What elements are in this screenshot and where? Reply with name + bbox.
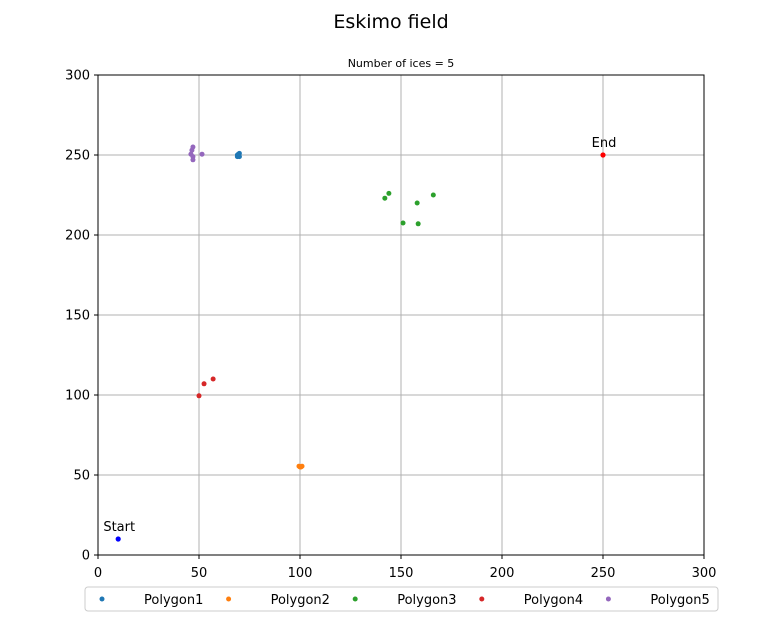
y-tick-label: 0 <box>82 549 90 564</box>
point-polygon4 <box>210 376 216 382</box>
y-tick-label: 150 <box>65 309 90 324</box>
point-polygon3 <box>415 221 421 227</box>
y-tick-label: 250 <box>65 149 90 164</box>
point-polygon5 <box>199 151 205 157</box>
x-tick-label: 50 <box>191 566 208 581</box>
point-polygon4 <box>196 393 202 399</box>
legend-label-polygon1: Polygon1 <box>144 593 203 608</box>
x-tick-label: 300 <box>692 566 717 581</box>
point-polygon3 <box>414 200 420 206</box>
point-polygon3 <box>382 195 388 201</box>
point-polygon3 <box>386 190 392 196</box>
legend-label-polygon5: Polygon5 <box>650 593 709 608</box>
y-tick-label: 100 <box>65 389 90 404</box>
point-polygon5 <box>190 157 196 163</box>
legend: Polygon1 Polygon2 Polygon3 Polygon4 Polygon5 <box>84 586 719 612</box>
point-polygon2 <box>297 464 303 470</box>
point-polygon1 <box>235 151 241 157</box>
legend-marker-polygon4 <box>479 596 485 602</box>
start-label: Start <box>103 520 135 535</box>
plot-frame <box>97 74 705 556</box>
start-marker <box>115 536 121 542</box>
y-tick-label: 200 <box>65 229 90 244</box>
legend-marker-polygon5 <box>605 596 611 602</box>
legend-marker-polygon1 <box>99 596 105 602</box>
point-layer <box>188 144 436 470</box>
y-tick-label: 300 <box>65 69 90 84</box>
chart-title: Eskimo field <box>333 11 448 33</box>
x-tick-label: 200 <box>490 566 515 581</box>
x-tick-label: 100 <box>288 566 313 581</box>
point-polygon3 <box>430 192 436 198</box>
x-tick-label: 250 <box>591 566 616 581</box>
legend-label-polygon3: Polygon3 <box>397 593 456 608</box>
x-tick-label: 0 <box>94 566 102 581</box>
legend-marker-polygon3 <box>352 596 358 602</box>
annotation-layer: Start End <box>103 136 616 542</box>
tick-layer: 0 50 100 150 200 250 300 0 50 100 150 200 250 300 <box>65 69 716 582</box>
legend-box <box>84 586 719 612</box>
end-marker <box>600 152 606 158</box>
y-tick-label: 50 <box>73 469 90 484</box>
legend-label-polygon2: Polygon2 <box>271 593 330 608</box>
legend-label-polygon4: Polygon4 <box>524 593 583 608</box>
legend-marker-polygon2 <box>226 596 232 602</box>
x-tick-label: 150 <box>389 566 414 581</box>
chart-subtitle: Number of ices = 5 <box>348 57 455 70</box>
point-polygon5 <box>189 147 195 153</box>
point-polygon4 <box>201 381 207 387</box>
point-polygon3 <box>400 220 406 226</box>
end-label: End <box>592 136 617 151</box>
